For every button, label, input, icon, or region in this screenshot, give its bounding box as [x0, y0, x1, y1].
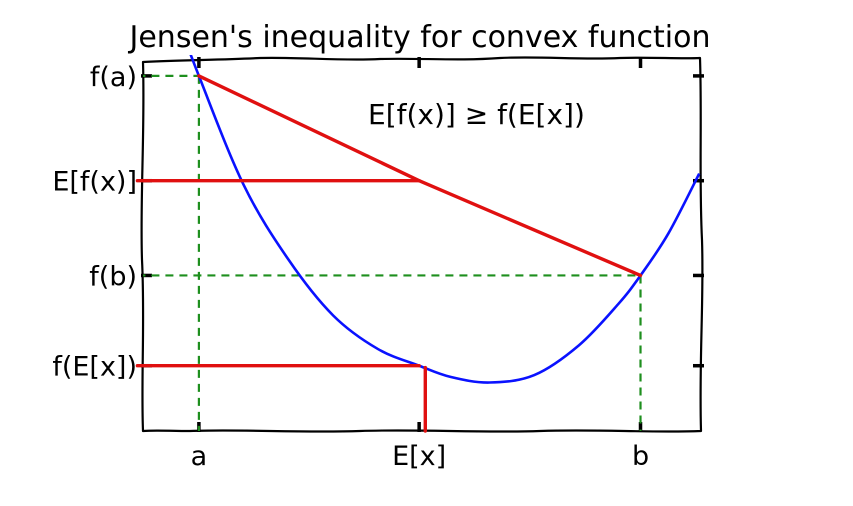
x-tick-label: a — [191, 441, 208, 472]
y-tick-label: f(a) — [90, 62, 137, 93]
inequality-annotation: E[f(x)] ≥ f(E[x]) — [368, 98, 585, 131]
x-tick-label: b — [632, 441, 649, 472]
y-tick-label: f(b) — [89, 261, 137, 292]
plot-frame — [140, 56, 704, 433]
red-lines — [135, 74, 643, 433]
guide-lines — [143, 74, 642, 431]
convex-function-curve — [189, 55, 701, 384]
y-tick-label: f(E[x]) — [52, 352, 137, 383]
chart-title: Jensen's inequality for convex function — [128, 20, 711, 55]
tick-labels: a E[x] b f(a) E[f(x)] f(b) f(E[x]) — [52, 62, 649, 472]
y-tick-label: E[f(x)] — [52, 167, 137, 198]
curves — [189, 55, 701, 384]
x-tick-label: E[x] — [392, 441, 446, 472]
